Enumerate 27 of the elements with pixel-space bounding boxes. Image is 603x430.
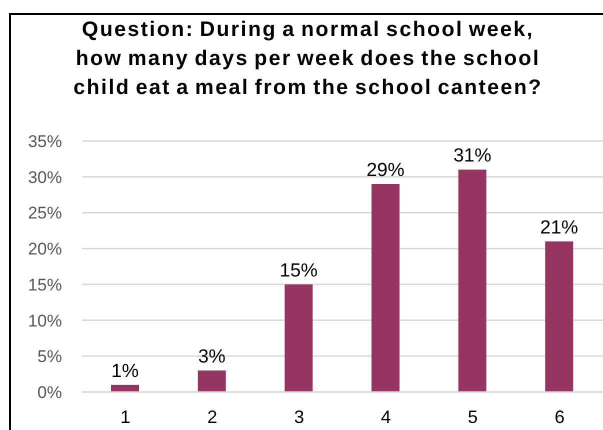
data-label: 15% — [280, 260, 318, 282]
y-tick-label: 10% — [28, 311, 62, 330]
bar — [545, 241, 574, 392]
x-tick-label: 6 — [554, 406, 565, 427]
y-tick-label: 30% — [28, 168, 62, 187]
data-label: 31% — [453, 146, 492, 167]
bar — [284, 284, 313, 392]
y-tick-label: 0% — [37, 383, 62, 402]
x-tick-label: 2 — [207, 406, 218, 427]
data-label: 3% — [198, 346, 226, 368]
bar — [198, 370, 226, 392]
y-tick-label: 20% — [28, 240, 62, 259]
y-tick-label: 15% — [28, 275, 62, 294]
data-label: 29% — [366, 160, 405, 182]
x-tick-label: 1 — [120, 406, 130, 427]
data-label: 1% — [111, 360, 139, 382]
bar — [111, 384, 139, 392]
y-tick-label: 25% — [28, 204, 62, 223]
x-tick-label: 5 — [468, 406, 478, 427]
bar — [372, 184, 400, 392]
y-tick-label: 35% — [28, 132, 62, 152]
chart-title: Question: During a normal school week, how many days per week does the school child eat a meal from the school canteen? — [72, 17, 544, 101]
data-label: 21% — [540, 217, 578, 238]
bar — [458, 170, 486, 392]
x-tick-label: 3 — [294, 406, 304, 427]
x-tick-label: 4 — [380, 406, 391, 427]
y-tick-label: 5% — [37, 347, 62, 366]
